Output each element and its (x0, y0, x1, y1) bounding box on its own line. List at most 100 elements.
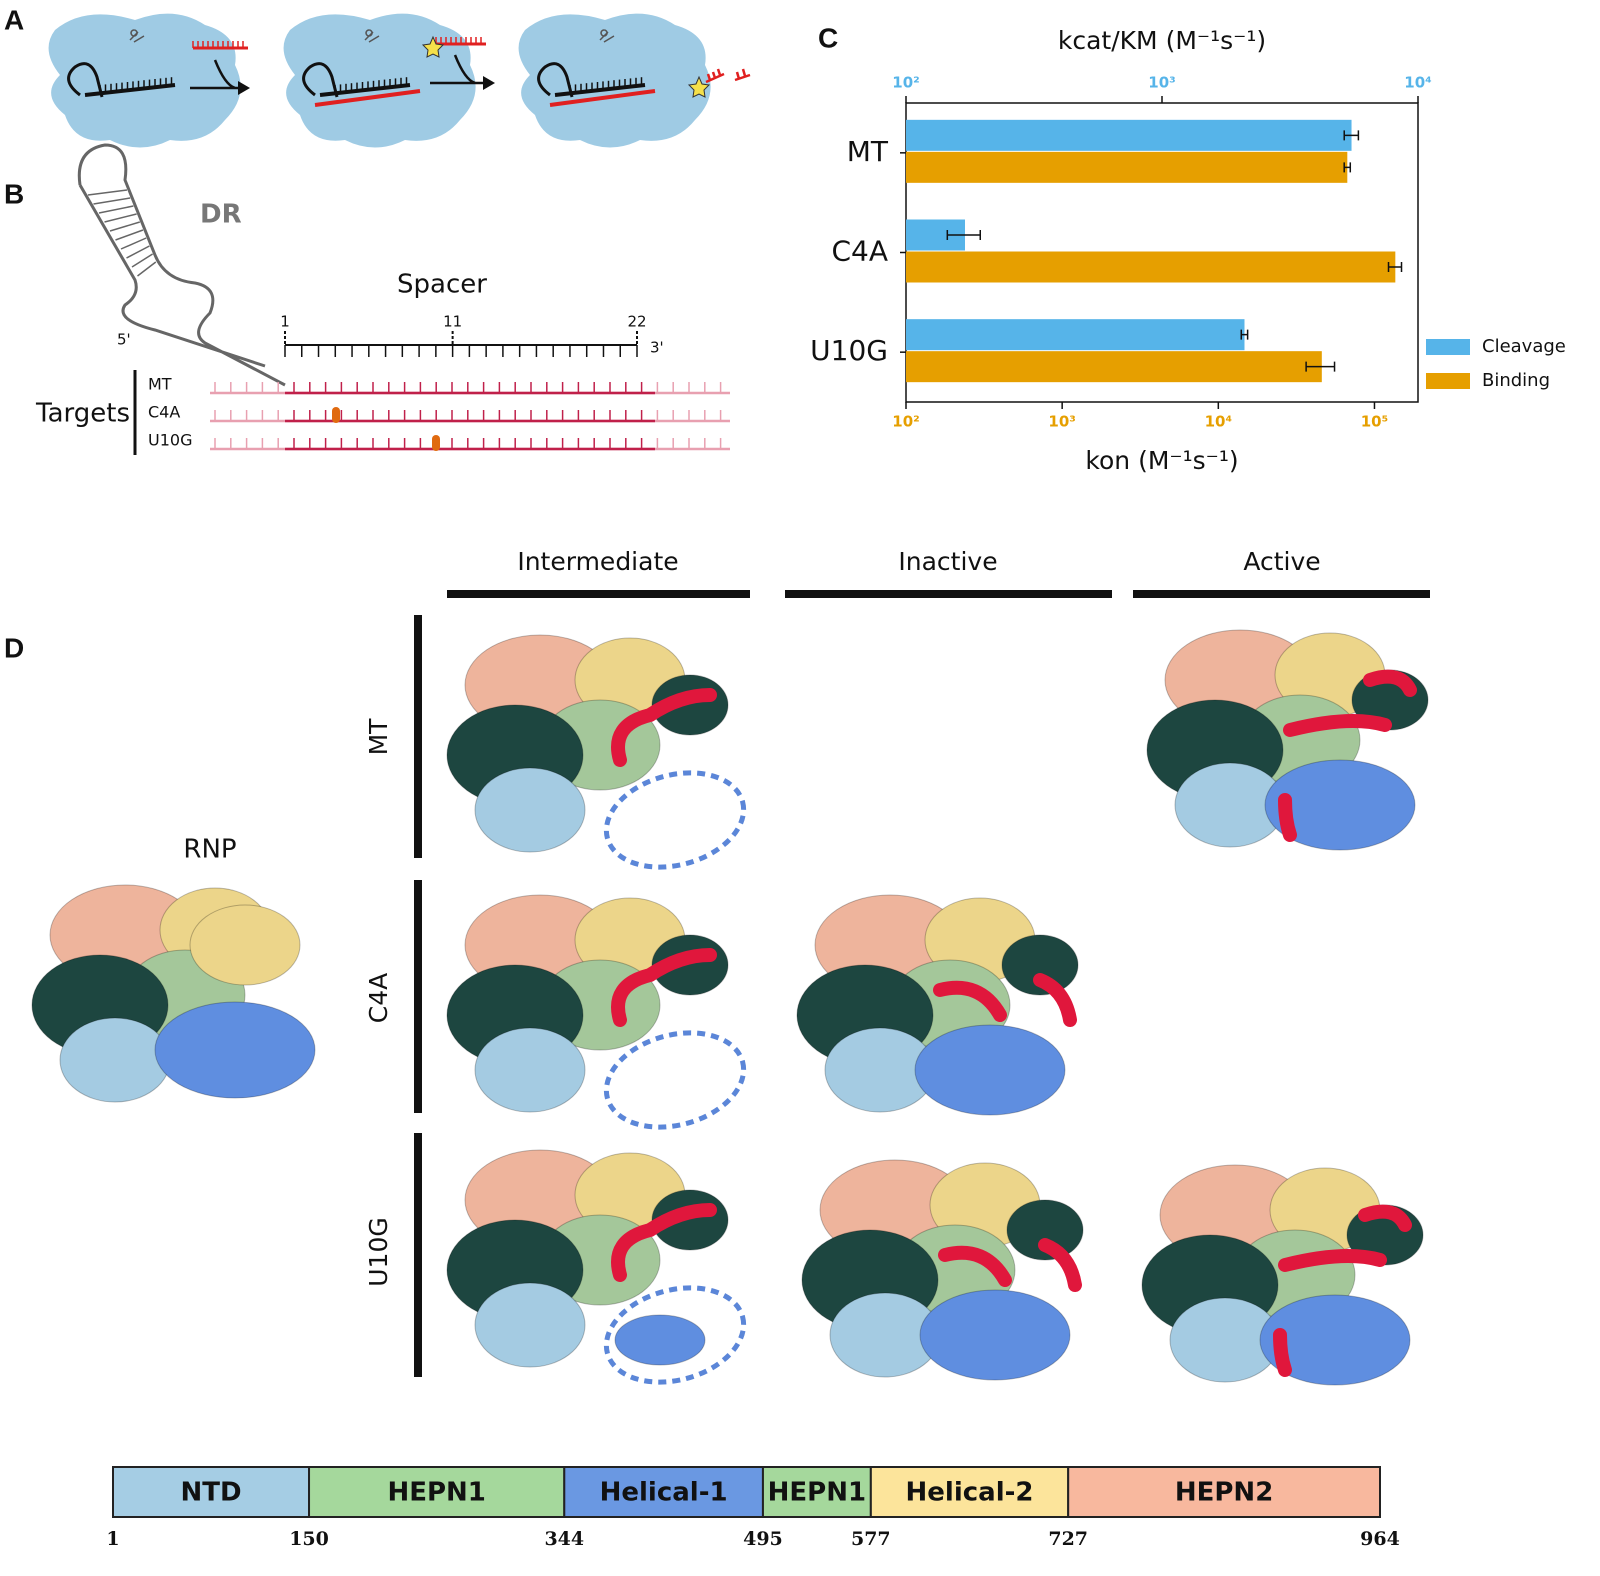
rna-density (1273, 1204, 1412, 1377)
bar (906, 119, 1352, 151)
target-name: U10G (148, 431, 192, 450)
arrow (430, 54, 487, 85)
star (421, 35, 445, 58)
arrow-head (483, 76, 495, 90)
position-label: 22 (627, 313, 646, 331)
density (474, 1282, 586, 1368)
missing-domain (603, 1030, 747, 1130)
bar (906, 351, 1322, 383)
bar (906, 251, 1396, 283)
panel-label: C (818, 22, 838, 53)
stem-pair (87, 189, 128, 196)
three-prime: 3' (650, 339, 664, 357)
mismatch (332, 407, 340, 423)
arrow-head (238, 81, 250, 95)
column-bar (785, 590, 1112, 598)
column-header: Active (1243, 547, 1320, 576)
row-label: U10G (364, 1217, 393, 1286)
column-header: Inactive (898, 547, 997, 576)
crrna (554, 83, 646, 97)
density (189, 904, 301, 986)
density (1001, 934, 1079, 996)
column-bar (1133, 590, 1430, 598)
density (154, 1001, 316, 1099)
position-label: 1 (280, 313, 290, 331)
arrow (190, 59, 242, 90)
target-name: C4A (148, 403, 180, 422)
density (59, 1017, 171, 1103)
row-label: MT (364, 718, 393, 756)
stem-pair (115, 229, 144, 241)
stem-pair (131, 253, 154, 268)
row-bar (414, 880, 422, 1113)
domain (1067, 1466, 1382, 1518)
crrna (84, 83, 176, 97)
five-prime: 5' (117, 331, 131, 349)
scissors (129, 29, 145, 43)
tick-label: 10² (892, 74, 919, 92)
stem-pair (104, 213, 137, 223)
row-bar (414, 1133, 422, 1377)
hairpin (302, 62, 339, 98)
position-number: 344 (544, 1528, 584, 1550)
stem-loop (77, 143, 286, 387)
legend-swatch (1426, 339, 1470, 355)
tick-label: 10⁴ (1205, 413, 1232, 431)
panel-label: A (4, 4, 24, 35)
domain-name: NTD (180, 1478, 241, 1508)
density (614, 1314, 706, 1366)
domain (869, 1466, 1070, 1518)
crrna (319, 83, 411, 97)
density (1264, 759, 1416, 851)
rnp-label: RNP (183, 835, 236, 865)
star (687, 75, 711, 98)
domain-name: HEPN1 (387, 1478, 485, 1508)
scissors (599, 29, 615, 43)
domain (761, 1466, 872, 1518)
hairpin (67, 62, 104, 98)
density (474, 767, 586, 853)
target-name: MT (148, 375, 172, 394)
density (474, 1027, 586, 1113)
domain-name: HEPN2 (1175, 1478, 1273, 1508)
domain-name: Helical-2 (906, 1478, 1034, 1508)
stem-pair (109, 221, 141, 232)
stem-pair (120, 237, 147, 250)
axis-title: kcat/KM (M⁻¹s⁻¹) (1058, 26, 1266, 55)
rna-density (611, 1203, 717, 1282)
tick-label: 10⁵ (1361, 413, 1388, 431)
error-bar (1240, 329, 1249, 340)
target-rna (314, 89, 421, 107)
column-bar (447, 590, 750, 598)
axis-title: kon (M⁻¹s⁻¹) (1085, 446, 1238, 475)
spacer-label: Spacer (397, 270, 487, 300)
stem-pair (93, 197, 131, 205)
category-label: U10G (810, 334, 888, 367)
legend-swatch (1426, 373, 1470, 389)
density (914, 1024, 1066, 1116)
rna-density (611, 688, 717, 767)
position-number: 1 (106, 1528, 119, 1550)
position-number: 727 (1048, 1528, 1088, 1550)
rna-density (933, 973, 1077, 1027)
position-number: 964 (1360, 1528, 1400, 1550)
category-label: C4A (831, 235, 888, 268)
error-bar (946, 230, 981, 240)
error-bar (1343, 162, 1352, 173)
dr-label: DR (200, 200, 242, 230)
panel-label: B (4, 178, 24, 209)
bar (906, 319, 1245, 351)
legend-label: Binding (1482, 370, 1550, 391)
column-header: Intermediate (517, 547, 678, 576)
cut-fragments (705, 68, 751, 84)
error-bar (1305, 361, 1336, 372)
position-label: 11 (443, 313, 462, 331)
density (1259, 1294, 1411, 1386)
scissors (364, 29, 380, 43)
stem-pair (98, 205, 134, 214)
density (919, 1289, 1071, 1381)
category-label: MT (847, 135, 889, 168)
target-rna (549, 89, 656, 107)
domain (308, 1466, 566, 1518)
